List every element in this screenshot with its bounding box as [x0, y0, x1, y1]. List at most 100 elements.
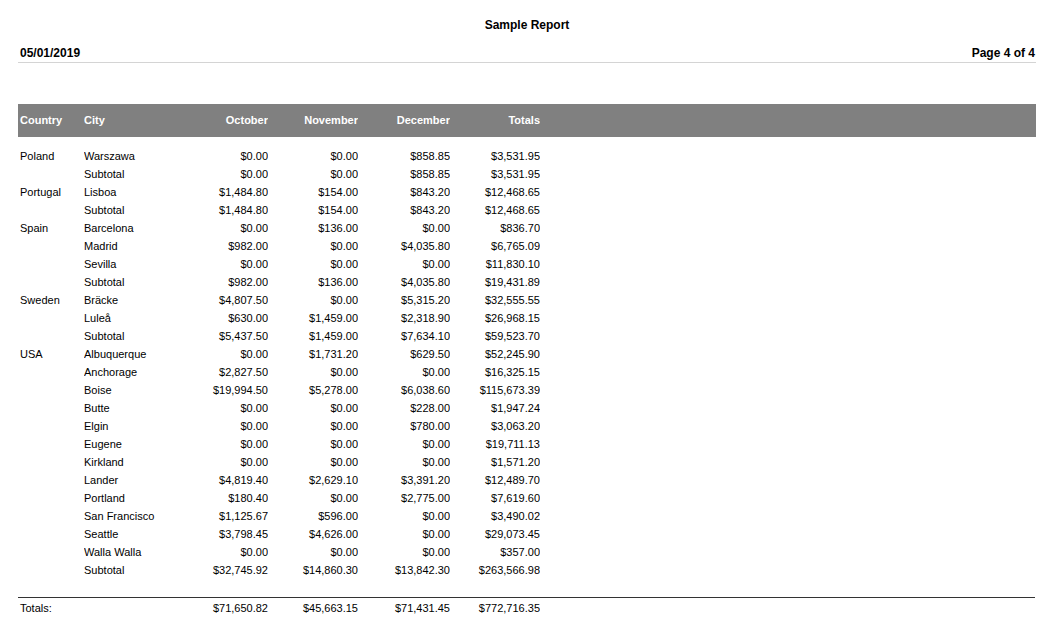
december-cell: $0.00 — [358, 525, 450, 543]
november-cell: $0.00 — [268, 543, 358, 561]
row-filler — [540, 471, 1036, 489]
grand-total-totals: $772,716.35 — [450, 599, 540, 617]
city-cell: Boise — [84, 381, 178, 399]
december-cell: $228.00 — [358, 399, 450, 417]
october-cell: $0.00 — [178, 435, 268, 453]
country-cell: Poland — [18, 147, 84, 165]
october-cell: $2,827.50 — [178, 363, 268, 381]
row-filler — [540, 489, 1036, 507]
table-body: PolandWarszawa$0.00$0.00$858.85$3,531.95… — [18, 147, 1036, 579]
table-row: Kirkland$0.00$0.00$0.00$1,571.20 — [18, 453, 1036, 471]
totals-cell: $836.70 — [450, 219, 540, 237]
october-cell: $630.00 — [178, 309, 268, 327]
totals-cell: $11,830.10 — [450, 255, 540, 273]
totals-cell: $357.00 — [450, 543, 540, 561]
november-cell: $0.00 — [268, 489, 358, 507]
row-filler — [540, 561, 1036, 579]
totals-cell: $263,566.98 — [450, 561, 540, 579]
november-cell: $154.00 — [268, 201, 358, 219]
country-cell — [18, 543, 84, 561]
row-filler — [540, 543, 1036, 561]
row-filler — [540, 291, 1036, 309]
december-cell: $780.00 — [358, 417, 450, 435]
totals-cell: $3,063.20 — [450, 417, 540, 435]
november-cell: $0.00 — [268, 165, 358, 183]
row-filler — [540, 399, 1036, 417]
city-cell: Walla Walla — [84, 543, 178, 561]
grand-total-december: $71,431.45 — [358, 599, 450, 617]
table-row: Butte$0.00$0.00$228.00$1,947.24 — [18, 399, 1036, 417]
grand-totals-divider-line — [18, 597, 1035, 598]
table-row: Subtotal$982.00$136.00$4,035.80$19,431.8… — [18, 273, 1036, 291]
city-cell: Kirkland — [84, 453, 178, 471]
november-cell: $0.00 — [268, 291, 358, 309]
december-cell: $843.20 — [358, 183, 450, 201]
city-cell: Albuquerque — [84, 345, 178, 363]
table-row: Boise$19,994.50$5,278.00$6,038.60$115,67… — [18, 381, 1036, 399]
column-header-november: November — [268, 104, 358, 137]
row-filler — [540, 183, 1036, 201]
row-filler — [540, 327, 1036, 345]
row-filler — [540, 435, 1036, 453]
table-row: Subtotal$32,745.92$14,860.30$13,842.30$2… — [18, 561, 1036, 579]
november-cell: $2,629.10 — [268, 471, 358, 489]
country-cell — [18, 453, 84, 471]
december-cell: $7,634.10 — [358, 327, 450, 345]
report-date: 05/01/2019 — [20, 46, 80, 60]
row-filler — [540, 507, 1036, 525]
december-cell: $0.00 — [358, 507, 450, 525]
grand-totals-spacer — [84, 599, 178, 617]
november-cell: $1,731.20 — [268, 345, 358, 363]
november-cell: $1,459.00 — [268, 309, 358, 327]
november-cell: $0.00 — [268, 399, 358, 417]
report-title: Sample Report — [0, 18, 1054, 32]
october-cell: $0.00 — [178, 255, 268, 273]
november-cell: $4,626.00 — [268, 525, 358, 543]
city-cell: Subtotal — [84, 273, 178, 291]
country-cell — [18, 327, 84, 345]
country-cell: USA — [18, 345, 84, 363]
totals-cell: $26,968.15 — [450, 309, 540, 327]
october-cell: $0.00 — [178, 399, 268, 417]
december-cell: $0.00 — [358, 543, 450, 561]
table-row: PolandWarszawa$0.00$0.00$858.85$3,531.95 — [18, 147, 1036, 165]
row-filler — [540, 255, 1036, 273]
page-number-label: Page 4 of 4 — [972, 46, 1035, 60]
column-header-country: Country — [18, 104, 84, 137]
country-cell — [18, 165, 84, 183]
november-cell: $0.00 — [268, 417, 358, 435]
row-filler — [540, 165, 1036, 183]
grand-totals-filler — [540, 599, 1036, 617]
city-cell: Madrid — [84, 237, 178, 255]
totals-cell: $115,673.39 — [450, 381, 540, 399]
grand-totals-label: Totals: — [18, 599, 84, 617]
october-cell: $982.00 — [178, 237, 268, 255]
november-cell: $154.00 — [268, 183, 358, 201]
october-cell: $19,994.50 — [178, 381, 268, 399]
november-cell: $596.00 — [268, 507, 358, 525]
table-row: Subtotal$1,484.80$154.00$843.20$12,468.6… — [18, 201, 1036, 219]
totals-cell: $16,325.15 — [450, 363, 540, 381]
city-cell: Anchorage — [84, 363, 178, 381]
december-cell: $0.00 — [358, 435, 450, 453]
totals-cell: $3,531.95 — [450, 165, 540, 183]
totals-cell: $12,489.70 — [450, 471, 540, 489]
table-row: San Francisco$1,125.67$596.00$0.00$3,490… — [18, 507, 1036, 525]
october-cell: $3,798.45 — [178, 525, 268, 543]
row-filler — [540, 345, 1036, 363]
october-cell: $1,484.80 — [178, 183, 268, 201]
country-cell — [18, 399, 84, 417]
city-cell: Subtotal — [84, 561, 178, 579]
row-filler — [540, 363, 1036, 381]
totals-cell: $1,947.24 — [450, 399, 540, 417]
country-cell: Portugal — [18, 183, 84, 201]
row-filler — [540, 147, 1036, 165]
totals-cell: $19,711.13 — [450, 435, 540, 453]
row-filler — [540, 201, 1036, 219]
december-cell: $629.50 — [358, 345, 450, 363]
country-cell — [18, 309, 84, 327]
table-row: Eugene$0.00$0.00$0.00$19,711.13 — [18, 435, 1036, 453]
december-cell: $0.00 — [358, 363, 450, 381]
row-filler — [540, 273, 1036, 291]
table-row: PortugalLisboa$1,484.80$154.00$843.20$12… — [18, 183, 1036, 201]
